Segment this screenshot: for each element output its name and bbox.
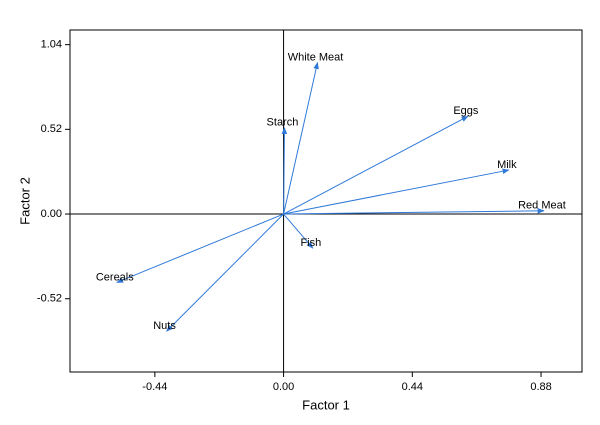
loading-arrow — [283, 168, 510, 215]
point-label: Fish — [300, 237, 321, 249]
plot-frame — [69, 29, 583, 373]
x-tick-label: 0.88 — [530, 381, 551, 393]
loading-arrow — [116, 213, 284, 283]
y-tick-label: 0.00 — [41, 208, 62, 220]
x-axis-label: Factor 1 — [302, 397, 350, 412]
y-tick-label: -0.52 — [37, 293, 62, 305]
x-tick-label: 0.00 — [273, 381, 294, 393]
x-tick-label: -0.44 — [142, 381, 167, 393]
x-tick-label: 0.44 — [402, 381, 423, 393]
y-axis-label: Factor 2 — [17, 177, 32, 225]
loading-arrow — [283, 115, 469, 215]
point-label: Starch — [267, 117, 299, 129]
loading-arrow — [283, 208, 545, 215]
point-label: Milk — [497, 159, 517, 171]
loading-arrow — [283, 213, 314, 249]
point-label: Eggs — [453, 105, 479, 117]
point-label: Cereals — [96, 271, 134, 283]
point-label: Nuts — [153, 320, 176, 332]
loading-arrow — [283, 61, 319, 215]
point-label: Red Meat — [518, 200, 566, 212]
y-tick-label: 0.52 — [41, 123, 62, 135]
loading-arrow — [281, 127, 288, 215]
point-label: White Meat — [288, 51, 344, 63]
loading-arrow — [166, 213, 284, 332]
y-tick-label: 1.04 — [41, 39, 62, 51]
